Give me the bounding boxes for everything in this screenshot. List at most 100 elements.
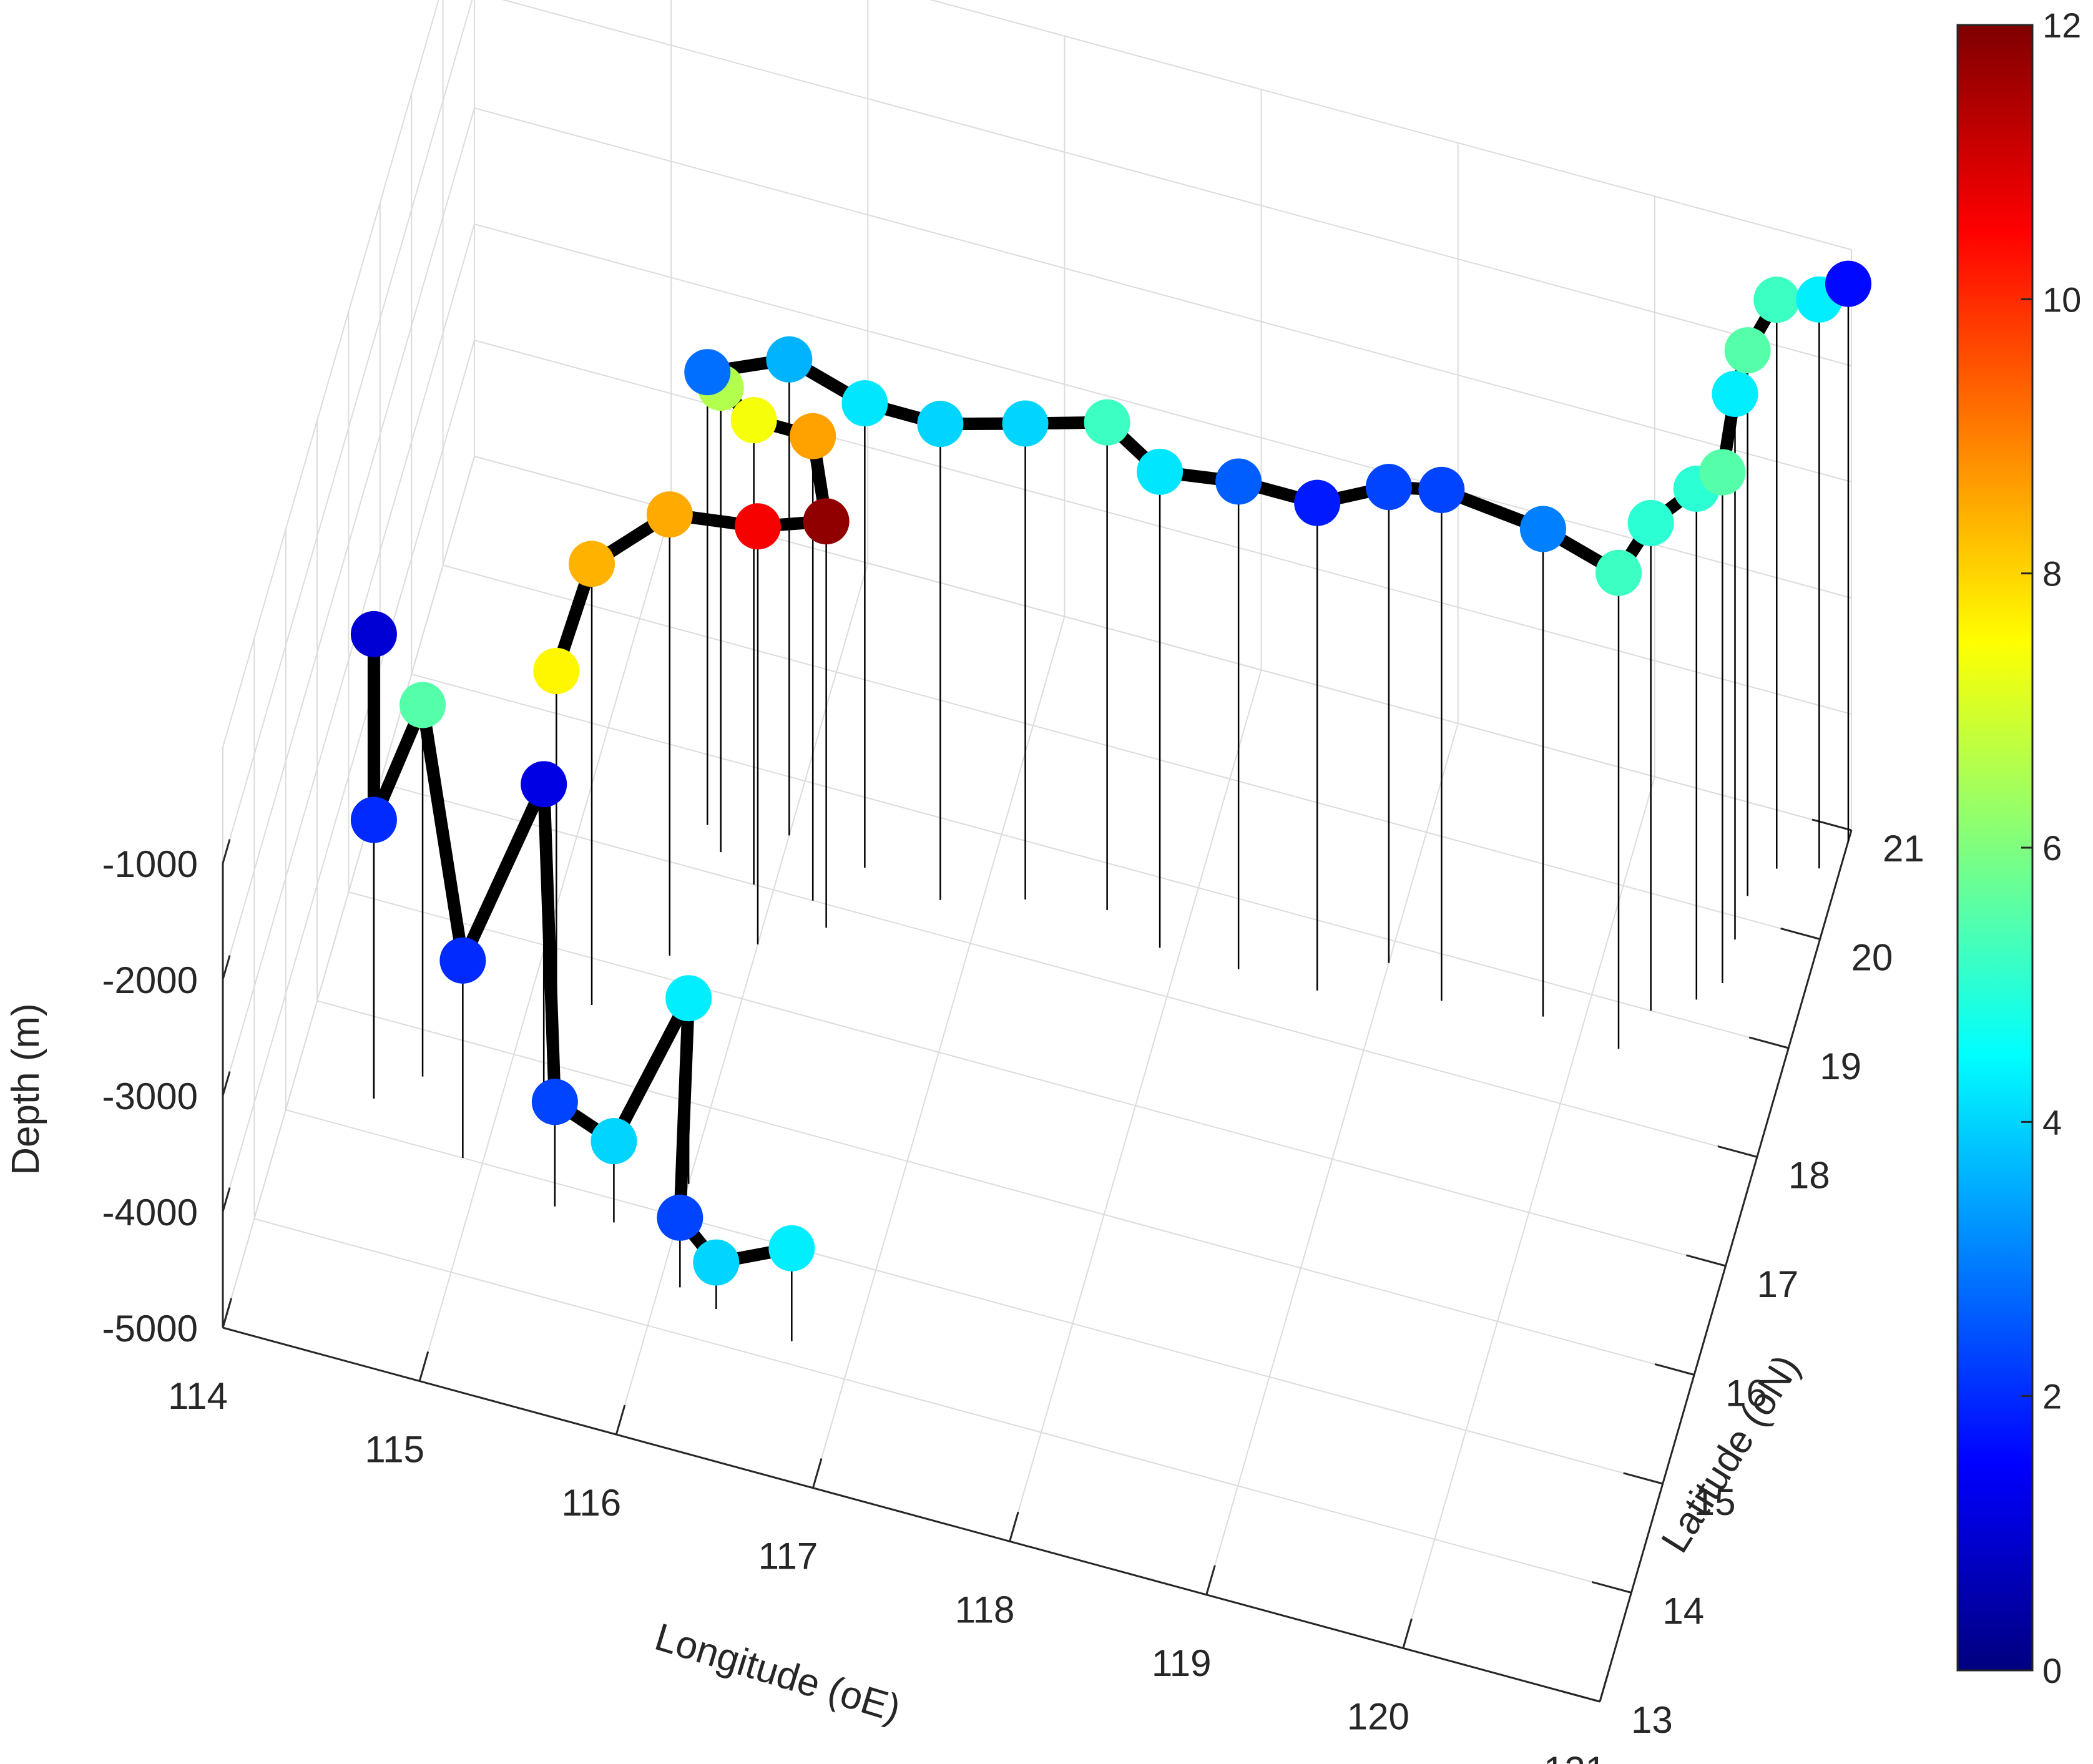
x-tick-mark (418, 1351, 429, 1381)
y-tick-labels: 13 14 15 16 17 18 19 20 21 (1631, 828, 1924, 1741)
data-point (1418, 466, 1465, 513)
z-axis-label: Depth (m) (4, 1003, 47, 1175)
x-tick-label: 120 (1347, 1695, 1409, 1737)
data-point (1294, 479, 1341, 526)
floor-grid-line (348, 891, 1726, 1267)
y-tick-label: 19 (1820, 1046, 1861, 1087)
stem-lines (373, 283, 1850, 1341)
z-tick-label: -1000 (102, 843, 198, 885)
floor-grid-line (254, 1218, 1632, 1594)
data-point (684, 349, 731, 396)
z-tick-mark (222, 1071, 231, 1096)
z-tick-label: -2000 (102, 959, 198, 1001)
y-tick-mark (1686, 1254, 1726, 1267)
data-point (917, 401, 964, 448)
x-tick-mark (615, 1404, 626, 1435)
x-tick-labels: 114 115 116 117 118 119 120 121 (168, 1375, 1606, 1764)
data-point (646, 491, 693, 538)
z-tick-mark (222, 1303, 231, 1328)
z-tick-labels: -1000 -2000 -3000 -4000 -5000 (102, 843, 198, 1350)
data-point (569, 541, 615, 587)
wall-grid-line (929, 0, 1852, 250)
colorbar-tick-label: 12 (2042, 6, 2081, 45)
x-tick-mark (1009, 1511, 1019, 1542)
data-point (533, 647, 580, 694)
wall-grid-line (502, 0, 1852, 366)
z-tick-label: -5000 (102, 1308, 198, 1350)
data-point (1002, 400, 1049, 447)
wall-grid-line (222, 0, 473, 864)
y-tick-label: 18 (1788, 1155, 1830, 1197)
data-point (768, 1225, 815, 1272)
y-tick-mark (1748, 1036, 1789, 1049)
y-tick-label: 14 (1662, 1590, 1704, 1632)
floor-grid-line (316, 1000, 1695, 1376)
wall-grid-line (222, 340, 475, 1212)
data-point (665, 975, 712, 1022)
y-tick-label: 20 (1851, 937, 1893, 979)
wall-grid-line (222, 107, 475, 980)
data-point (531, 1079, 578, 1125)
data-point (734, 503, 781, 550)
data-point (1519, 506, 1566, 552)
x-tick-label: 117 (758, 1536, 818, 1577)
data-point (1137, 448, 1184, 495)
data-point (1365, 464, 1412, 511)
data-point (1753, 277, 1800, 323)
z-tick-mark (222, 839, 231, 864)
data-markers (350, 260, 1871, 1286)
colorbar-tick-label: 2 (2042, 1377, 2062, 1416)
y-tick-label: 16 (1725, 1373, 1767, 1414)
x-tick-mark (1402, 1618, 1413, 1649)
x-tick-label: 115 (365, 1429, 424, 1471)
data-point (657, 1194, 703, 1241)
floor-grid-line (285, 1109, 1664, 1484)
y-tick-mark (1560, 1690, 1600, 1703)
x-tick-label: 116 (561, 1482, 621, 1524)
y-tick-mark (1623, 1472, 1664, 1485)
y-tick-label: 21 (1883, 828, 1924, 870)
data-point (1724, 327, 1771, 374)
wall-grid-line (222, 456, 475, 1328)
z-tick-mark (222, 1187, 231, 1212)
wall-grid-line (222, 223, 475, 1096)
data-point (399, 682, 446, 728)
x-tick-label: 121 (1544, 1749, 1606, 1764)
data-point (730, 397, 777, 444)
wall-grid-line (222, 0, 439, 748)
x-axis-label: Longitude (oE) (650, 1615, 905, 1731)
y-tick-mark (1780, 927, 1821, 940)
x-tick-label: 114 (168, 1375, 228, 1417)
x-tick-label: 119 (1152, 1642, 1212, 1684)
data-point (439, 937, 486, 984)
z-tick-label: -3000 (102, 1076, 198, 1117)
y-tick-label: 15 (1694, 1481, 1736, 1523)
y-tick-mark (1717, 1145, 1758, 1158)
colorbar-ticks: 0 2 4 6 8 10 12 (2021, 6, 2081, 1690)
y-tick-mark (1591, 1580, 1632, 1594)
x-axis-line (222, 1326, 1600, 1703)
data-point (1627, 499, 1674, 546)
data-point (350, 610, 397, 657)
data-point (591, 1118, 637, 1165)
colorbar-tick-label: 4 (2042, 1102, 2062, 1142)
data-point (790, 413, 836, 459)
data-point (1215, 458, 1262, 505)
z-tick-label: -4000 (102, 1192, 198, 1233)
z-tick-mark (222, 955, 231, 980)
data-point (1699, 449, 1746, 496)
y-tick-label: 13 (1631, 1699, 1673, 1741)
axes-grid (222, 0, 1852, 1702)
data-point (766, 336, 813, 383)
floor-grid-line (380, 782, 1758, 1158)
colorbar-gradient (1956, 24, 2034, 1672)
y-tick-label: 17 (1757, 1263, 1799, 1305)
x-tick-mark (1599, 1672, 1610, 1702)
colorbar-tick-label: 8 (2042, 554, 2062, 594)
data-point (1825, 260, 1871, 307)
y-tick-mark (1654, 1363, 1695, 1376)
data-point (1712, 370, 1758, 417)
data-point (803, 498, 850, 545)
axes-lines (222, 818, 1853, 1703)
data-point (841, 380, 888, 427)
